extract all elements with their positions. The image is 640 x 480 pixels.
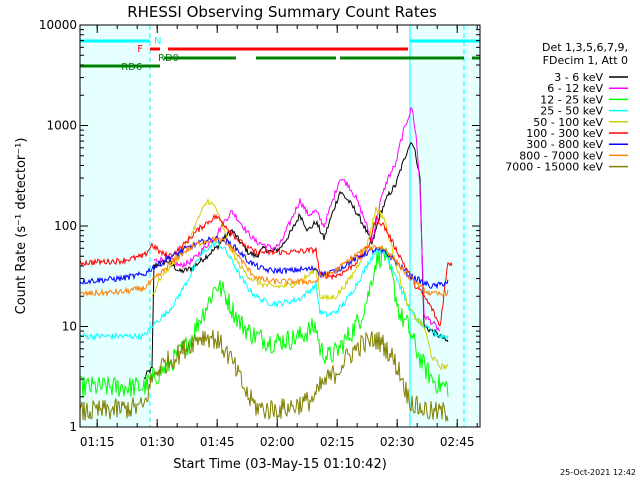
legend-header-1: Det 1,3,5,6,7,9, <box>542 41 628 54</box>
plot-area: NF RD0 RD6 <box>79 25 480 427</box>
x-tick-label: 02:45 <box>440 435 475 449</box>
legend-header-2: FDecim 1, Att 0 <box>543 54 628 67</box>
chart-title: RHESSI Observing Summary Count Rates <box>127 3 437 21</box>
x-tick-label: 01:30 <box>140 435 175 449</box>
legend-entry-label: 7000 - 15000 keV <box>505 161 603 174</box>
legend-entry-label: 300 - 800 keV <box>526 138 603 151</box>
legend-entry-label: 3 - 6 keV <box>554 71 603 84</box>
series-line <box>79 241 449 341</box>
y-axis-label: Count Rate (s⁻¹ detector⁻¹) <box>14 138 29 315</box>
x-tick-label: 02:15 <box>320 435 355 449</box>
x-tick-label: 02:30 <box>380 435 415 449</box>
flag-label-rd0: RD0 <box>158 53 179 64</box>
legend-entry-label: 25 - 50 keV <box>540 105 603 118</box>
y-axis: 1 10 100 1000 10000 <box>39 18 480 434</box>
flag-label-f: F <box>137 44 143 55</box>
y-tick-label: 1 <box>69 420 77 434</box>
flag-label-n: N <box>154 36 161 47</box>
legend-entry-label: 800 - 7000 keV <box>519 149 603 162</box>
footer-timestamp: 25-Oct-2021 12:42 <box>560 468 636 477</box>
legend-entry-label: 50 - 100 keV <box>533 116 603 129</box>
series-line <box>79 235 449 298</box>
night-region <box>80 25 150 427</box>
series-line <box>79 235 449 290</box>
x-axis-label: Start Time (03-May-15 01:10:42) <box>173 457 387 472</box>
series-line <box>79 329 449 422</box>
y-tick-label: 10 <box>62 320 77 334</box>
x-axis: 01:15 01:30 01:45 02:00 02:15 02:30 02:45 <box>80 25 478 449</box>
y-tick-label: 100 <box>54 219 77 233</box>
legend-entry-label: 100 - 300 keV <box>526 127 603 140</box>
legend-entry-label: 6 - 12 keV <box>547 82 603 95</box>
series-line <box>79 213 453 327</box>
x-tick-label: 02:00 <box>260 435 295 449</box>
x-tick-label: 01:15 <box>80 435 115 449</box>
flag-label-rd6: RD6 <box>121 62 142 73</box>
x-tick-label: 01:45 <box>200 435 235 449</box>
y-tick-label: 10000 <box>39 18 77 32</box>
series-line <box>153 106 441 332</box>
y-tick-label: 1000 <box>46 119 77 133</box>
legend: Det 1,3,5,6,7,9, FDecim 1, Att 0 3 - 6 k… <box>505 41 628 174</box>
legend-entry-label: 12 - 25 keV <box>540 93 603 106</box>
series-line <box>79 245 449 398</box>
